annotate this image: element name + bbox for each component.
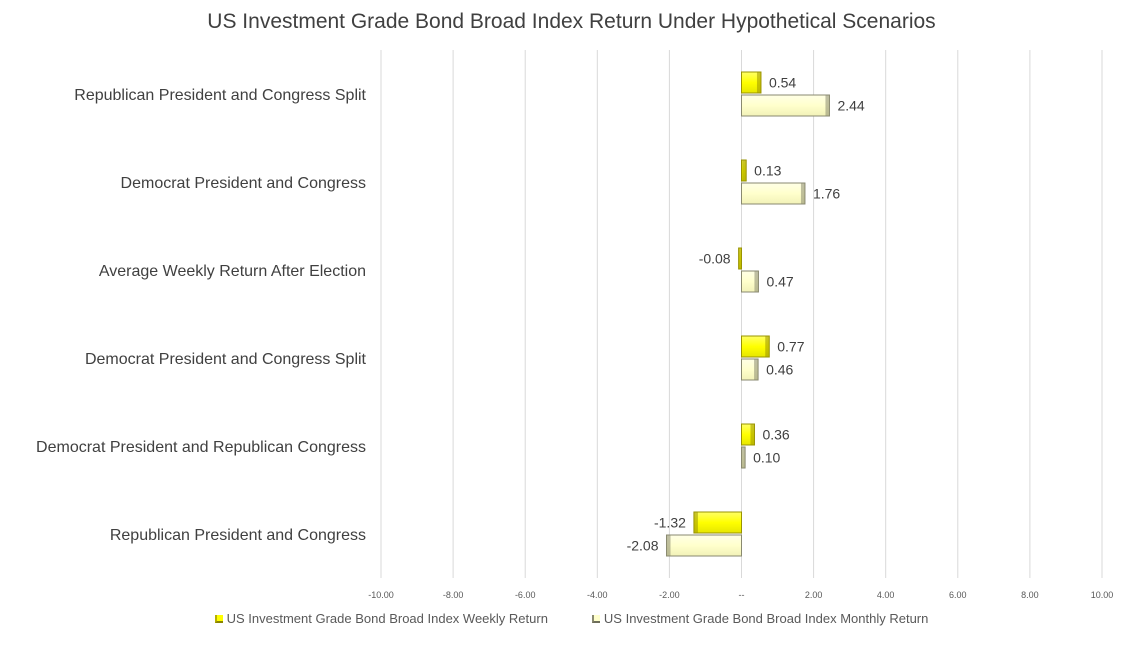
x-tick-label: 4.00	[877, 590, 895, 600]
data-label: 0.36	[762, 427, 789, 443]
legend-swatch-weekly	[214, 614, 223, 623]
x-tick-label: 8.00	[1021, 590, 1039, 600]
data-label: -0.08	[699, 251, 731, 267]
category-label: Democrat President and Congress Split	[85, 351, 367, 368]
data-label: 0.13	[754, 163, 781, 179]
bar-bevel	[754, 271, 759, 292]
data-label: -1.32	[654, 515, 686, 531]
bar-weekly	[693, 511, 742, 534]
bar-bevel	[754, 359, 759, 380]
bar-bevel	[756, 72, 761, 93]
x-axis-ticks: -10.00 -8.00 -6.00 -4.00 -2.00 -- 2.00 4.00 6.00…	[368, 590, 1113, 600]
x-tick-label: --	[739, 590, 745, 600]
data-labels: 0.54 2.44 0.13 1.76 -0.08 0.47 0.77 0.46 0.36 0.1…	[627, 75, 865, 554]
bar-bevel	[825, 95, 830, 116]
x-tick-label: 2.00	[805, 590, 823, 600]
legend-swatch-monthly	[591, 614, 600, 623]
data-label: 0.10	[753, 450, 780, 466]
bar-bevel	[741, 447, 746, 468]
legend: US Investment Grade Bond Broad Index Wee…	[0, 611, 1143, 626]
bar-bevel	[750, 424, 755, 445]
bar-monthly	[666, 534, 742, 557]
bar-monthly	[741, 182, 806, 205]
legend-label-monthly: US Investment Grade Bond Broad Index Mon…	[603, 611, 929, 626]
x-tick-label: -8.00	[443, 590, 464, 600]
legend-item-monthly: US Investment Grade Bond Broad Index Mon…	[591, 611, 929, 626]
bar-bevel	[742, 160, 747, 181]
data-label: 0.46	[766, 362, 793, 378]
x-tick-label: -10.00	[368, 590, 394, 600]
bar-bevel	[693, 512, 698, 533]
legend-label-weekly: US Investment Grade Bond Broad Index Wee…	[226, 611, 548, 626]
x-tick-label: 6.00	[949, 590, 967, 600]
category-label: Democrat President and Republican Congre…	[36, 439, 366, 456]
chart-title: US Investment Grade Bond Broad Index Ret…	[207, 10, 936, 33]
bars	[666, 71, 830, 557]
category-labels: Republican President and Congress Split D…	[36, 87, 367, 544]
data-label: 2.44	[837, 98, 864, 114]
x-tick-label: -4.00	[587, 590, 608, 600]
x-tick-label: 10.00	[1091, 590, 1114, 600]
bar-bevel	[800, 183, 805, 204]
bar-monthly	[741, 94, 830, 117]
category-label: Democrat President and Congress	[121, 175, 366, 192]
category-label: Average Weekly Return After Election	[99, 263, 366, 280]
data-label: 0.54	[769, 75, 796, 91]
category-label: Republican President and Congress Split	[74, 87, 366, 104]
x-tick-label: -6.00	[515, 590, 536, 600]
gridlines	[380, 50, 1103, 578]
data-label: 0.47	[766, 274, 793, 290]
data-label: 1.76	[813, 186, 840, 202]
bar-bevel	[666, 535, 671, 556]
bar-bevel	[738, 248, 742, 269]
bar-weekly	[741, 335, 770, 358]
legend-item-weekly: US Investment Grade Bond Broad Index Wee…	[214, 611, 548, 626]
bar-bevel	[765, 336, 770, 357]
data-label: 0.77	[777, 339, 804, 355]
data-label: -2.08	[627, 538, 659, 554]
x-tick-label: -2.00	[659, 590, 680, 600]
category-label: Republican President and Congress	[110, 527, 366, 544]
